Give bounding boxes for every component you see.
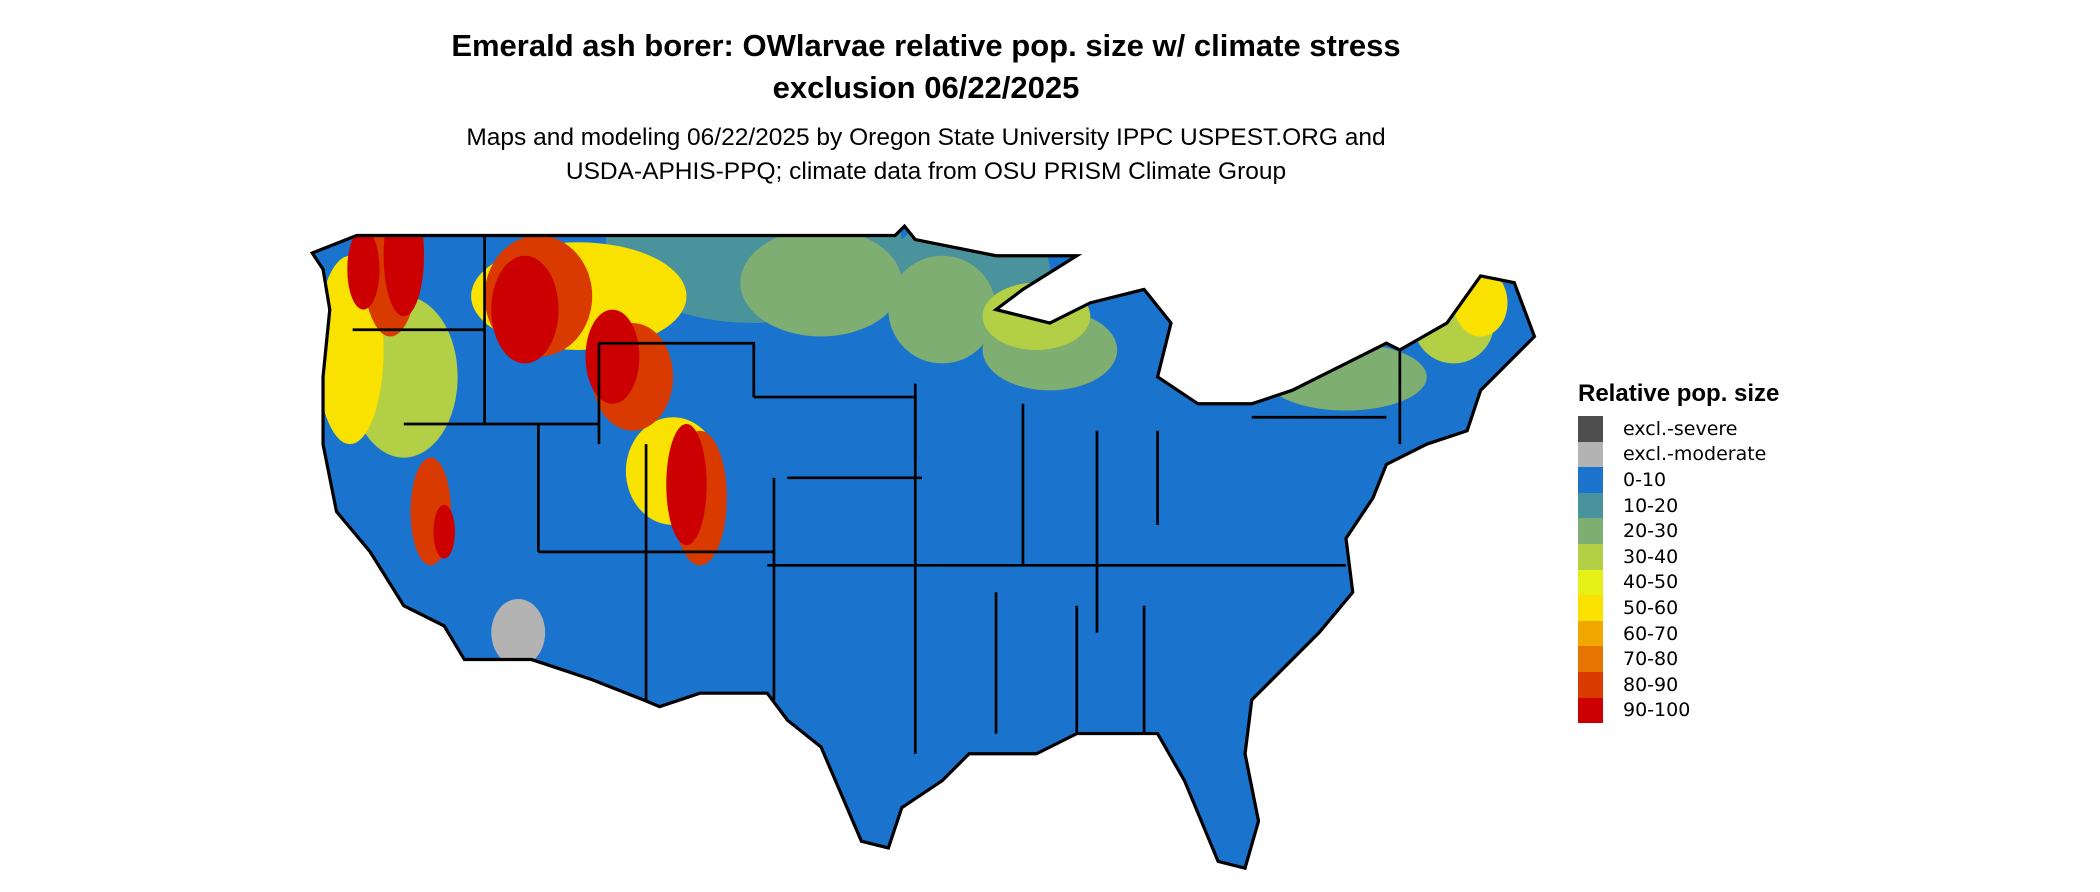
state-line xyxy=(598,341,756,398)
legend-item: 30-40 xyxy=(1578,543,1779,570)
region-20-30 xyxy=(888,255,997,364)
legend-item: 60-70 xyxy=(1578,620,1779,647)
legend-item: 50-60 xyxy=(1578,595,1779,621)
legend-swatch xyxy=(1578,620,1603,647)
legend-swatch xyxy=(1578,569,1603,596)
legend-swatch xyxy=(1578,697,1603,724)
legend-swatch xyxy=(1578,518,1603,544)
legend-item: 20-30 xyxy=(1578,518,1779,544)
legend-item: 80-90 xyxy=(1578,671,1779,698)
subtitle-line-1: Maps and modeling 06/22/2025 by Oregon S… xyxy=(466,124,1386,151)
legend-label: 80-90 xyxy=(1623,673,1679,696)
legend-label: 50-60 xyxy=(1623,596,1679,619)
region-20-30 xyxy=(1265,343,1427,411)
title-line-2: exclusion 06/22/2025 xyxy=(772,70,1080,105)
legend-item: 40-50 xyxy=(1578,569,1779,596)
legend-swatch xyxy=(1578,543,1603,570)
region-90-100 xyxy=(347,228,380,310)
legend-item: 90-100 xyxy=(1578,697,1779,724)
region-50-60 xyxy=(1049,269,1104,297)
legend-label: excl.-moderate xyxy=(1623,443,1767,466)
us-border xyxy=(309,223,1537,871)
legend-swatch xyxy=(1578,492,1603,519)
subtitle-line-2: USDA-APHIS-PPQ; climate data from OSU PR… xyxy=(565,158,1287,185)
region-30-40 xyxy=(982,282,1091,350)
legend-label: 90-100 xyxy=(1623,699,1691,722)
legend-swatch xyxy=(1578,671,1603,698)
legend-item: 0-10 xyxy=(1578,467,1779,493)
legend-label: 70-80 xyxy=(1623,648,1679,671)
legend-item: 70-80 xyxy=(1578,646,1779,672)
legend-item: 10-20 xyxy=(1578,492,1779,519)
region-90-100 xyxy=(433,504,455,559)
legend-label: 30-40 xyxy=(1623,545,1679,568)
legend-swatch xyxy=(1578,467,1603,493)
legend-label: 0-10 xyxy=(1623,468,1667,491)
title-line-1: Emerald ash borer: OWlarvae relative pop… xyxy=(451,28,1401,63)
legend-label: 40-50 xyxy=(1623,571,1679,594)
legend-title: Relative pop. size xyxy=(1578,380,1780,407)
legend-item: excl.-moderate xyxy=(1578,441,1779,468)
legend-swatch xyxy=(1578,595,1603,621)
legend-label: excl.-severe xyxy=(1623,417,1738,440)
legend-label: 20-30 xyxy=(1623,520,1679,543)
legend-swatch xyxy=(1578,441,1603,468)
region-90-100 xyxy=(585,309,640,404)
legend-label: 10-20 xyxy=(1623,494,1679,517)
region-90-100 xyxy=(666,423,707,546)
legend: Relative pop. size excl.-severe excl.-mod… xyxy=(1578,380,1780,724)
legend-swatch xyxy=(1578,416,1603,442)
region-90-100 xyxy=(383,226,424,317)
state-boundaries xyxy=(352,235,1402,754)
region-20-30 xyxy=(740,228,902,337)
legend-label: 60-70 xyxy=(1623,622,1679,645)
region-excl.-moderate xyxy=(491,598,546,667)
region-90-100 xyxy=(491,255,559,364)
legend-swatch xyxy=(1578,646,1603,672)
legend-item: excl.-severe xyxy=(1578,416,1779,442)
